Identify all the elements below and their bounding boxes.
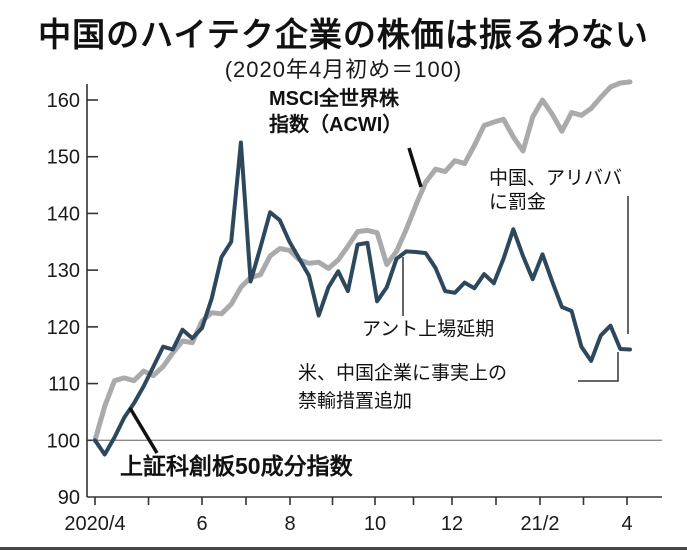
x-tick-label: 10 [364, 513, 386, 535]
x-tick-label: 21/2 [521, 513, 560, 535]
y-tick-label: 150 [47, 147, 80, 169]
page-title: 中国のハイテク企業の株価は振るわない [38, 16, 649, 53]
y-tick-label: 120 [47, 317, 80, 339]
y-tick-label: 130 [47, 260, 80, 282]
annotation-ban-line2: 禁輸措置追加 [298, 390, 413, 412]
annotation-ban-line1: 米、中国企業に事実上の [298, 363, 508, 384]
chart-subtitle: (2020年4月初め＝100) [224, 57, 463, 82]
y-tick-label: 110 [48, 374, 80, 396]
series-line-star50 [93, 140, 632, 457]
y-tick-label: 100 [47, 430, 80, 452]
annotation-alibaba-line2: に罰金 [489, 192, 547, 214]
y-tick-label: 160 [47, 90, 80, 112]
annotation-star50-label: 上証科創板50成分指数 [120, 452, 353, 481]
x-tick-label: 6 [196, 513, 207, 535]
annotation-ant-text: アント上場延期 [362, 319, 495, 340]
annotation-star50-text: 上証科創板50成分指数 [120, 453, 353, 479]
annotation-msci-line2: 指数（ACWI） [269, 113, 403, 136]
x-tick-label: 2020/4 [64, 513, 125, 535]
annotation-msci-acwi: MSCI全世界株 指数（ACWI） [269, 87, 402, 138]
annotation-lines [128, 147, 629, 454]
x-tick-label: 8 [284, 513, 295, 535]
msci-pointer-line [407, 147, 423, 188]
star50-pointer-line [128, 407, 159, 454]
y-tick-label: 90 [58, 487, 80, 509]
y-tick-label: 140 [47, 203, 80, 225]
annotation-alibaba-fine: 中国、アリババ に罰金 [489, 167, 622, 216]
x-tick-label: 12 [441, 513, 463, 535]
x-tick-label: 4 [621, 513, 632, 535]
annotation-alibaba-line1: 中国、アリババ [489, 168, 623, 189]
export-ban-callout-line [578, 352, 619, 382]
series-line-msci-acwi [92, 79, 633, 443]
annotation-msci-line1: MSCI全世界株 [269, 88, 399, 110]
annotation-export-ban: 米、中国企業に事実上の 禁輸措置追加 [298, 360, 507, 415]
annotation-ant-ipo: アント上場延期 [362, 318, 494, 342]
bottom-edge-strip [0, 547, 687, 550]
